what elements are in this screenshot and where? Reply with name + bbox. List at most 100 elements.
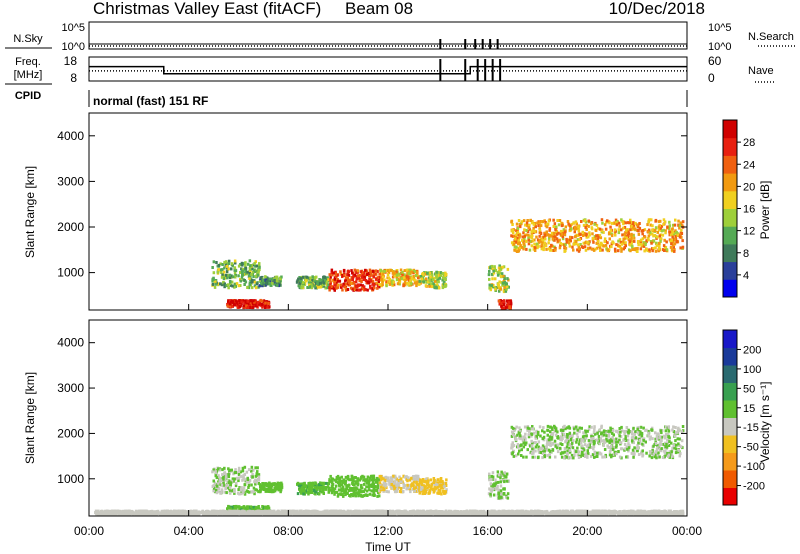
scatter-cell (551, 237, 555, 241)
scatter-cell (354, 488, 358, 492)
scatter-cell (532, 226, 535, 230)
scatter-cell (655, 437, 659, 441)
scatter-cell (571, 433, 574, 437)
scatter-cell (242, 299, 245, 303)
scatter-cell (247, 486, 250, 489)
scatter-cell (620, 425, 623, 429)
scatter-cell (625, 445, 629, 449)
scatter-cell (656, 444, 659, 447)
scatter-cell (549, 425, 552, 429)
scatter-cell (416, 474, 420, 478)
scatter-cell (540, 243, 544, 247)
scatter-cell (535, 434, 538, 438)
scatter-cell (276, 283, 279, 287)
scatter-cell (257, 475, 261, 479)
scatter-cell (389, 476, 393, 480)
scatter-cell (503, 474, 506, 478)
scatter-cell (591, 236, 595, 240)
scatter-cell (364, 493, 367, 497)
scatter-cell (385, 482, 388, 486)
scatter-cell (426, 482, 429, 486)
scatter-cell (601, 434, 604, 438)
scatter-cell (496, 270, 499, 274)
scatter-cell (660, 237, 663, 241)
scatter-cell (335, 490, 339, 494)
scatter-cell (301, 483, 305, 486)
scatter-cell (268, 305, 271, 309)
scatter-cell (604, 431, 607, 435)
colorbar-swatch (723, 137, 737, 156)
scatter-cell (226, 304, 229, 308)
scatter-cell (531, 441, 534, 445)
scatter-cell (663, 455, 666, 459)
scatter-cell (344, 288, 348, 292)
scatter-cell (245, 306, 248, 309)
scatter-cell (676, 437, 679, 441)
scatter-cell (561, 237, 565, 241)
scatter-cell (374, 272, 378, 276)
scatter-cell (548, 228, 551, 232)
scatter-cell (534, 449, 537, 453)
scatter-cell (530, 439, 533, 443)
scatter-cell (415, 489, 418, 493)
scatter-cell (336, 481, 340, 485)
scatter-cell (377, 483, 380, 487)
nsky-label: N.Sky (13, 33, 43, 45)
scatter-cell (301, 489, 304, 493)
scatter-cell (275, 278, 278, 282)
scatter-cell (378, 474, 382, 478)
scatter-cell (500, 272, 504, 276)
scatter-cell (630, 436, 634, 440)
scatter-cell (563, 447, 567, 450)
scatter-cell (625, 455, 628, 459)
scatter-cell (334, 273, 337, 277)
scatter-cell (632, 226, 635, 230)
scatter-cell (611, 431, 614, 435)
scatter-cell (494, 269, 497, 272)
cpid-row: CPID normal (fast) 151 RF (15, 90, 688, 108)
scatter-cell (376, 476, 379, 480)
scatter-cell (657, 247, 661, 251)
scatter-cell (314, 286, 317, 290)
scatter-cell (267, 506, 271, 510)
scatter-cell (614, 440, 618, 444)
scatter-cell (412, 274, 415, 278)
scatter-cell (228, 491, 232, 495)
scatter-cell (515, 229, 518, 233)
scatter-cell (588, 233, 591, 237)
scatter-cell (262, 488, 266, 491)
scatter-cell (659, 219, 662, 223)
scatter-cell (608, 237, 611, 241)
scatter-cell (332, 489, 335, 493)
scatter-cell (526, 230, 530, 233)
scatter-cell (357, 284, 360, 288)
scatter-cell (398, 475, 401, 479)
scatter-cell (548, 455, 552, 459)
scatter-cell (372, 489, 375, 493)
scatter-cell (280, 486, 283, 490)
scatter-cell (500, 470, 503, 474)
scatter-cell (366, 475, 370, 479)
scatter-cell (655, 448, 659, 452)
scatter-cell (527, 238, 531, 242)
scatter-cell (492, 269, 495, 273)
scatter-cell (278, 277, 282, 281)
scatter-cell (318, 278, 321, 281)
scatter-cell (298, 280, 301, 284)
scatter-cell (497, 266, 501, 270)
scatter-cell (565, 433, 569, 436)
scatter-cell (443, 491, 446, 495)
scatter-cell (563, 424, 566, 428)
scatter-cell (255, 264, 258, 268)
scatter-cell (553, 238, 556, 242)
scatter-cell (245, 477, 248, 481)
scatter-cell (352, 476, 356, 480)
scatter-cell (237, 284, 241, 288)
scatter-cell (620, 247, 623, 251)
scatter-cell (632, 223, 636, 227)
scatter-cell (527, 236, 530, 240)
scatter-cell (681, 245, 685, 249)
scatter-cell (628, 240, 631, 244)
scatter-cell (305, 279, 308, 283)
